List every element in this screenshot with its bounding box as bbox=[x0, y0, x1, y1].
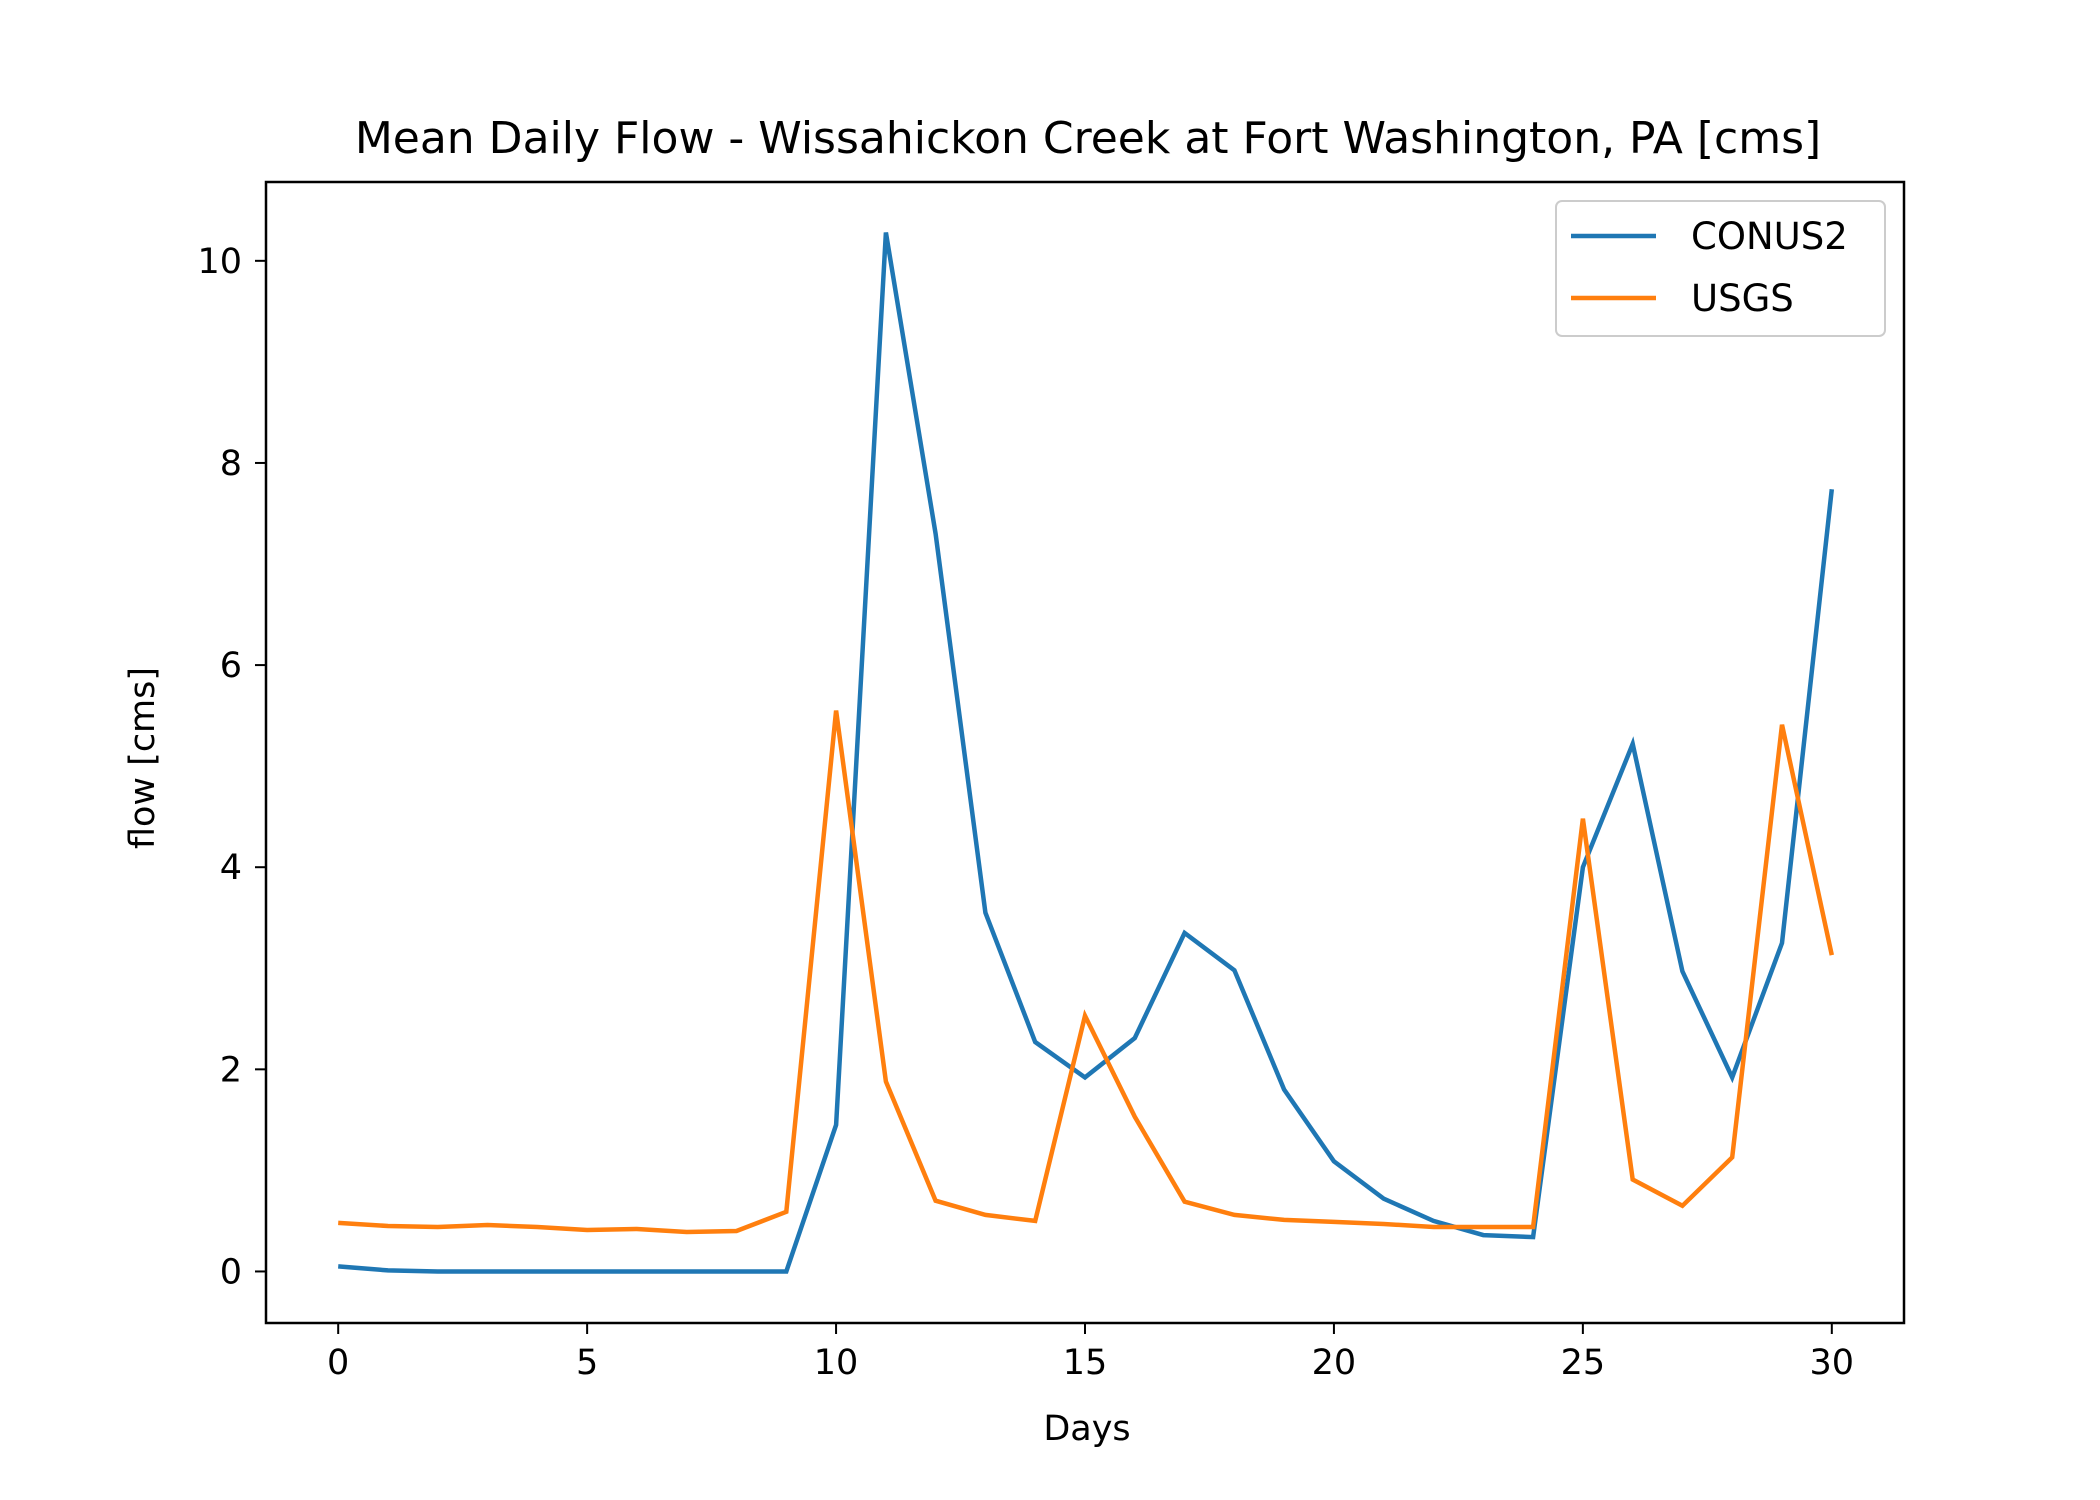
y-tick-label: 4 bbox=[220, 848, 242, 888]
x-tick-label: 25 bbox=[1561, 1343, 1606, 1383]
plot-area bbox=[338, 232, 1835, 1274]
series-line-conus2 bbox=[338, 232, 1835, 1274]
y-tick-label: 6 bbox=[220, 646, 242, 686]
x-tick-label: 10 bbox=[814, 1343, 859, 1383]
y-tick-label: 0 bbox=[220, 1252, 242, 1292]
x-tick-label: 30 bbox=[1810, 1343, 1855, 1383]
series-line-usgs bbox=[338, 710, 1834, 1235]
chart-title: Mean Daily Flow - Wissahickon Creek at F… bbox=[355, 113, 1821, 164]
y-tick-label: 2 bbox=[220, 1050, 242, 1090]
y-axis: 0 2 4 6 8 10 bbox=[197, 242, 266, 1292]
x-tick-label: 20 bbox=[1312, 1343, 1357, 1383]
legend-label-usgs: USGS bbox=[1691, 277, 1794, 320]
x-axis: 0 5 10 15 20 25 30 bbox=[327, 1323, 1854, 1383]
y-tick-label: 10 bbox=[197, 242, 242, 282]
legend-label-conus2: CONUS2 bbox=[1691, 215, 1848, 258]
x-tick-label: 5 bbox=[576, 1343, 598, 1383]
legend: CONUS2 USGS bbox=[1555, 200, 1886, 337]
x-tick-label: 0 bbox=[327, 1343, 349, 1383]
y-tick-label: 8 bbox=[220, 444, 242, 484]
x-axis-label: Days bbox=[1043, 1409, 1130, 1449]
x-tick-label: 15 bbox=[1063, 1343, 1108, 1383]
y-axis-label: flow [cms] bbox=[123, 667, 163, 849]
